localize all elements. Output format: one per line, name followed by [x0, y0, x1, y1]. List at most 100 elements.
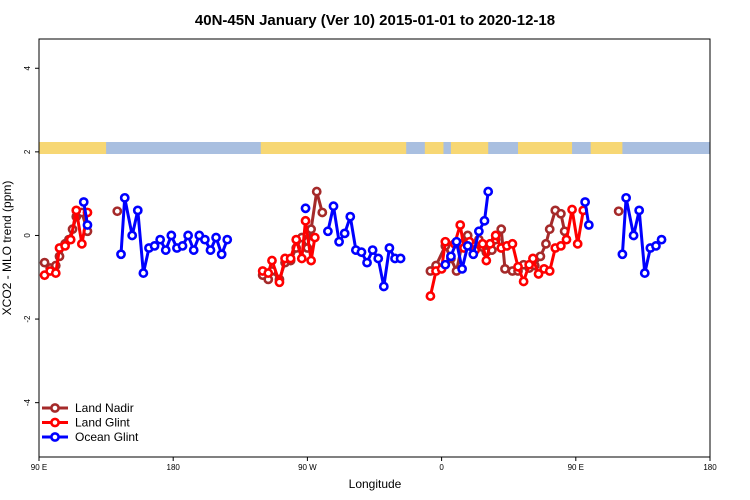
ocean-glint-point: [367, 245, 378, 255]
land-glint-point: [518, 276, 529, 287]
land-nadir-point: [311, 186, 322, 197]
land-glint-point: [263, 268, 274, 278]
ocean-glint-point: [583, 220, 594, 230]
land-glint-point: [425, 291, 436, 301]
ocean-glint-point: [373, 253, 384, 264]
ocean-glint-point: [451, 236, 462, 247]
land-glint-point: [60, 241, 70, 251]
land-glint-point: [533, 269, 544, 279]
ocean-glint-point: [639, 268, 650, 278]
x-tick-label: 90 W: [298, 463, 317, 472]
ocean-glint-point: [356, 247, 367, 258]
ocean-glint-point: [138, 268, 149, 278]
legend-label: Land Glint: [75, 416, 130, 430]
chart-title: 40N-45N January (Ver 10) 2015-01-01 to 2…: [195, 12, 555, 29]
land-glint-point: [274, 277, 285, 288]
ocean-glint-point: [328, 201, 339, 212]
y-tick-label: 0: [23, 233, 32, 238]
legend-swatch-marker: [50, 417, 60, 428]
legend-label: Ocean Glint: [75, 430, 139, 444]
y-axis-label: XCO2 - MLO trend (ppm): [0, 181, 14, 316]
ocean-glint-point: [617, 249, 628, 260]
land-glint-point: [485, 238, 495, 249]
land-glint-point: [285, 253, 296, 264]
ocean-glint-point: [166, 230, 177, 241]
x-tick-label: 180: [703, 463, 717, 472]
y-tick-label: -4: [23, 399, 32, 407]
land-nadir-point: [39, 257, 50, 268]
land-nadir-point: [112, 206, 123, 217]
series-group: [39, 186, 667, 301]
land-band-segment: [39, 142, 107, 154]
ocean-glint-point: [300, 203, 311, 214]
land-glint-point: [309, 232, 320, 243]
land-glint-point: [291, 234, 302, 245]
ocean-glint-point: [479, 215, 490, 226]
land-ocean-band: [39, 142, 710, 154]
ocean-glint-point: [199, 234, 210, 245]
land-glint-point: [528, 253, 538, 264]
land-glint-point: [507, 238, 518, 249]
land-glint-point: [267, 255, 277, 266]
land-glint-point: [76, 238, 87, 249]
land-band-segment: [518, 142, 573, 154]
land-glint-point: [572, 238, 583, 249]
x-tick-label: 180: [167, 463, 181, 472]
ocean-glint-point: [462, 241, 473, 251]
ocean-glint-point: [446, 251, 456, 262]
ocean-glint-point: [634, 205, 645, 216]
land-band-segment: [450, 142, 489, 154]
ocean-glint-point: [468, 249, 479, 260]
y-tick-label: -2: [23, 315, 32, 323]
ocean-glint-point: [160, 245, 171, 255]
land-glint-point: [567, 204, 577, 215]
ocean-glint-point: [222, 234, 233, 245]
land-nadir-point: [496, 224, 507, 235]
land-band-segment: [590, 142, 623, 154]
x-tick-label: 0: [439, 463, 444, 472]
legend-swatch-marker: [50, 403, 60, 413]
legend-swatch-marker: [50, 432, 60, 442]
ocean-glint-point: [205, 245, 216, 255]
land-glint-point: [440, 236, 451, 247]
ocean-glint-point: [127, 230, 138, 241]
land-band-segment: [424, 142, 444, 154]
land-glint-point: [65, 234, 76, 245]
ocean-glint-series: [78, 186, 667, 292]
ocean-glint-point: [216, 249, 227, 260]
land-nadir-point: [613, 206, 624, 217]
ocean-glint-point: [78, 197, 89, 207]
ocean-glint-point: [621, 192, 632, 203]
land-glint-point: [455, 220, 466, 230]
legend-item-land-glint: Land Glint: [42, 416, 130, 430]
land-nadir-point: [555, 208, 566, 219]
ocean-glint-point: [119, 192, 130, 203]
ocean-glint-point: [580, 197, 591, 207]
ocean-glint-point: [395, 253, 406, 264]
land-nadir-point: [306, 224, 317, 235]
ocean-glint-point: [339, 228, 350, 239]
ocean-glint-point: [177, 241, 188, 251]
land-glint-point: [513, 261, 523, 272]
legend-label: Land Nadir: [75, 401, 134, 415]
ocean-glint-point: [457, 263, 468, 274]
ocean-glint-point: [188, 245, 199, 255]
land-glint-point: [306, 255, 317, 266]
land-nadir-point: [541, 238, 551, 249]
ocean-glint-point: [183, 230, 194, 241]
land-nadir-point: [544, 224, 555, 235]
ocean-glint-point: [378, 281, 389, 292]
land-nadir-point: [500, 263, 510, 274]
land-glint-point: [544, 266, 555, 276]
ocean-glint-point: [473, 226, 484, 237]
ocean-glint-point: [132, 205, 143, 216]
ocean-glint-point: [483, 186, 494, 197]
land-glint-point: [300, 215, 311, 226]
land-band-segment: [260, 142, 407, 154]
y-tick-label: 4: [23, 65, 32, 70]
land-glint-point: [50, 268, 61, 278]
ocean-glint-point: [362, 257, 372, 268]
land-glint-point: [477, 238, 488, 249]
